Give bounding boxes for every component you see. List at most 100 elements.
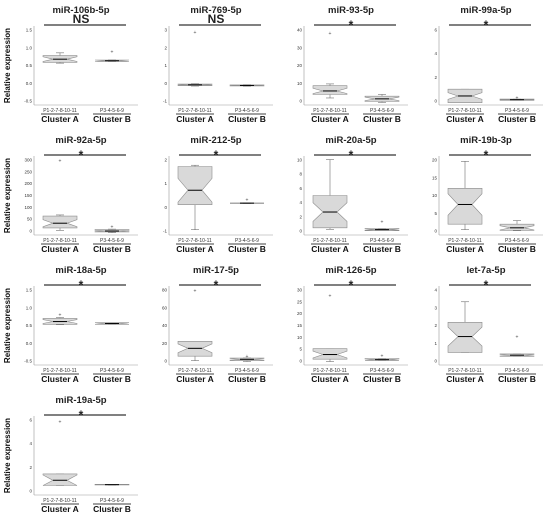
cluster-label: Cluster A <box>41 114 78 124</box>
outlier-point: + <box>59 312 62 318</box>
y-axis-label: Relative expression <box>3 288 12 363</box>
y-axis-label: Relative expression <box>3 28 12 103</box>
y-tick-label: 25 <box>297 299 303 304</box>
y-tick-label: 2 <box>434 323 437 328</box>
significance-label: NS <box>73 12 90 26</box>
y-tick-label: 20 <box>162 341 168 346</box>
group-label: P1-2-7-8-10-11 <box>448 238 482 244</box>
box <box>499 223 535 231</box>
y-tick-label: -1 <box>163 99 167 104</box>
cluster-label: Cluster B <box>93 504 131 514</box>
y-tick-label: 20 <box>297 311 303 316</box>
group-label: P1-2-7-8-10-11 <box>313 238 347 244</box>
outlier-point: + <box>194 30 197 36</box>
group-label: P3-4-5-6-9 <box>100 108 124 114</box>
y-tick-label: 6 <box>299 186 302 191</box>
y-tick-label: 4 <box>434 288 437 293</box>
y-tick-label: 4 <box>299 200 302 205</box>
panel-title: miR-17-5p <box>193 265 239 276</box>
group-label: P3-4-5-6-9 <box>505 368 529 374</box>
y-tick-label: 1.5 <box>26 288 33 293</box>
y-tick-label: 0 <box>434 99 437 104</box>
y-axis-label: Relative expression <box>3 418 12 493</box>
group-label: P1-2-7-8-10-11 <box>178 238 212 244</box>
cluster-label: Cluster B <box>228 244 266 254</box>
y-tick-label: 40 <box>162 323 168 328</box>
y-tick-label: 15 <box>297 323 303 328</box>
cluster-label: Cluster A <box>41 244 78 254</box>
cluster-label: Cluster B <box>93 244 131 254</box>
outlier-point: + <box>381 219 384 225</box>
y-tick-label: 50 <box>27 217 33 222</box>
y-tick-label: 20 <box>432 158 438 163</box>
y-tick-label: 0 <box>299 99 302 104</box>
y-tick-label: 15 <box>432 175 438 180</box>
box <box>447 187 483 225</box>
cluster-label: Cluster A <box>176 374 213 384</box>
outlier-point: + <box>329 293 332 299</box>
panel-title: miR-20a-5p <box>325 135 376 146</box>
group-label: P3-4-5-6-9 <box>235 108 259 114</box>
box <box>177 166 213 205</box>
y-tick-label: 0.0 <box>26 341 33 346</box>
y-tick-label: -1 <box>163 229 167 234</box>
panel-title: miR-19b-3p <box>460 135 512 146</box>
y-tick-label: 0 <box>164 81 167 86</box>
y-tick-label: 0.5 <box>26 63 33 68</box>
y-tick-label: 40 <box>297 28 303 33</box>
panel-title: miR-769-5p <box>190 5 241 16</box>
cluster-label: Cluster B <box>363 244 401 254</box>
y-tick-label: 250 <box>24 169 32 174</box>
y-tick-label: 2 <box>164 45 167 50</box>
group-label: P3-4-5-6-9 <box>370 368 394 374</box>
y-tick-label: 6 <box>434 28 437 33</box>
group-label: P1-2-7-8-10-11 <box>43 108 77 114</box>
outlier-point: + <box>516 96 519 102</box>
y-tick-label: 0.5 <box>26 323 33 328</box>
cluster-label: Cluster B <box>363 114 401 124</box>
y-tick-label: 8 <box>299 172 302 177</box>
cluster-label: Cluster B <box>498 244 536 254</box>
y-tick-label: 10 <box>297 335 303 340</box>
outlier-point: + <box>194 288 197 294</box>
y-tick-label: 100 <box>24 205 32 210</box>
cluster-label: Cluster A <box>311 114 348 124</box>
box <box>447 321 483 353</box>
y-tick-label: 0 <box>29 489 32 494</box>
y-tick-label: 0 <box>29 229 32 234</box>
y-tick-label: 2 <box>164 158 167 163</box>
panel-title: miR-19a-5p <box>55 395 106 406</box>
group-label: P1-2-7-8-10-11 <box>313 368 347 374</box>
panel-title: miR-212-5p <box>190 135 241 146</box>
outlier-point: + <box>516 335 519 341</box>
box <box>42 473 78 486</box>
group-label: P3-4-5-6-9 <box>235 368 259 374</box>
y-tick-label: 6 <box>29 418 32 423</box>
cluster-label: Cluster B <box>93 114 131 124</box>
y-tick-label: 2 <box>29 465 32 470</box>
outlier-point: + <box>246 354 249 360</box>
group-label: P3-4-5-6-9 <box>100 368 124 374</box>
y-tick-label: 80 <box>162 288 168 293</box>
panel-title: miR-99a-5p <box>460 5 511 16</box>
y-tick-label: 10 <box>297 158 303 163</box>
y-tick-label: 200 <box>24 181 32 186</box>
group-label: P3-4-5-6-9 <box>505 108 529 114</box>
y-tick-label: -0.5 <box>24 359 32 364</box>
y-tick-label: 60 <box>162 305 168 310</box>
y-tick-label: 0 <box>164 205 167 210</box>
cluster-label: Cluster B <box>228 114 266 124</box>
boxplot-panel: miR-212-5p*210-1+P1-2-7-8-10-11 P3-4-5-6-… <box>163 135 273 254</box>
y-tick-label: 3 <box>434 305 437 310</box>
y-tick-label: 300 <box>24 158 32 163</box>
panel-title: miR-126-5p <box>325 265 376 276</box>
y-tick-label: 0.0 <box>26 81 33 86</box>
cluster-label: Cluster A <box>176 114 213 124</box>
panel-title: miR-106b-5p <box>52 5 109 16</box>
